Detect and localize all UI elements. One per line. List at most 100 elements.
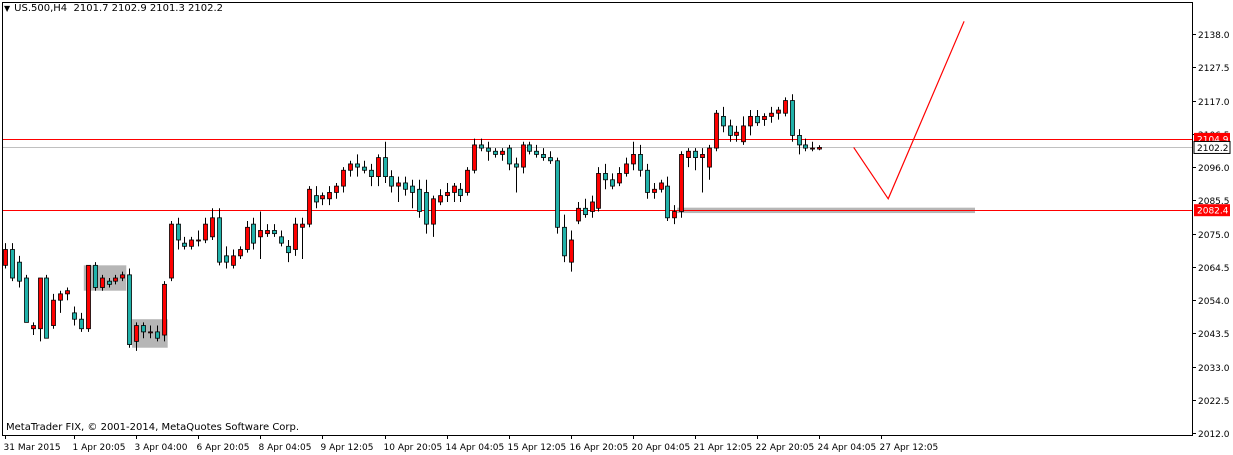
candle-body bbox=[383, 157, 388, 178]
candle bbox=[507, 144, 512, 171]
projection-path bbox=[853, 21, 965, 201]
y-tick-label: 2075.0 bbox=[1198, 231, 1230, 241]
candle-body bbox=[721, 115, 726, 127]
candle-body bbox=[100, 277, 105, 288]
candle bbox=[348, 160, 353, 177]
candle bbox=[465, 167, 470, 196]
candle bbox=[569, 230, 574, 272]
candle-body bbox=[555, 160, 560, 228]
candle bbox=[79, 312, 84, 332]
candle bbox=[728, 119, 733, 142]
x-tick-label: 21 Apr 12:05 bbox=[694, 443, 753, 453]
candle bbox=[672, 205, 677, 225]
symbol-timeframe: US.500,H4 bbox=[14, 3, 68, 14]
candle bbox=[320, 192, 325, 206]
x-tick-label: 10 Apr 20:05 bbox=[384, 443, 443, 453]
candle-body bbox=[169, 223, 174, 279]
candle-body bbox=[817, 147, 822, 150]
candle bbox=[141, 322, 146, 339]
candle-body bbox=[431, 198, 436, 225]
candle-body bbox=[748, 115, 753, 127]
candle-body bbox=[659, 182, 664, 190]
candle bbox=[224, 246, 229, 269]
candle-body bbox=[389, 176, 394, 187]
candle-body bbox=[479, 144, 484, 149]
candle bbox=[86, 264, 91, 332]
candle-body bbox=[396, 182, 401, 187]
candle bbox=[127, 268, 132, 348]
candle bbox=[617, 167, 622, 187]
candle bbox=[714, 110, 719, 152]
candle bbox=[769, 106, 774, 123]
plot-frame bbox=[2, 2, 1193, 436]
candle bbox=[217, 208, 222, 266]
candle bbox=[776, 106, 781, 120]
candle-body bbox=[493, 150, 498, 155]
candle-body bbox=[596, 173, 601, 209]
candle-body bbox=[458, 188, 463, 197]
candle-body bbox=[120, 274, 125, 279]
candle bbox=[245, 220, 250, 253]
candle bbox=[534, 144, 539, 158]
candle bbox=[272, 224, 277, 237]
x-tick-label: 16 Apr 20:05 bbox=[570, 443, 629, 453]
candle bbox=[755, 110, 760, 126]
candle-body bbox=[362, 166, 367, 171]
candle bbox=[265, 224, 270, 237]
candle bbox=[596, 167, 601, 212]
candle bbox=[376, 154, 381, 187]
candle-body bbox=[3, 249, 8, 266]
candle bbox=[583, 198, 588, 218]
candle-body bbox=[355, 163, 360, 168]
candle-body bbox=[631, 154, 636, 165]
candle bbox=[431, 195, 436, 237]
candle-body bbox=[86, 264, 91, 330]
candle-body bbox=[645, 169, 650, 193]
candle bbox=[396, 176, 401, 202]
candle bbox=[3, 243, 8, 269]
candle-body bbox=[803, 144, 808, 149]
candle-body bbox=[134, 325, 139, 342]
candle bbox=[389, 170, 394, 193]
candle bbox=[120, 271, 125, 282]
candle-body bbox=[410, 185, 415, 193]
candle-body bbox=[810, 147, 815, 150]
x-tick-label: 24 Apr 04:05 bbox=[818, 443, 877, 453]
level-tag-2082.4-box bbox=[1194, 204, 1230, 217]
candle bbox=[307, 186, 312, 228]
candle-body bbox=[472, 144, 477, 171]
candle bbox=[169, 220, 174, 282]
dropdown-triangle-icon[interactable]: ▼ bbox=[4, 4, 11, 13]
candle-body bbox=[38, 277, 43, 330]
candle-body bbox=[327, 192, 332, 200]
candle bbox=[203, 217, 208, 244]
candle bbox=[748, 110, 753, 136]
candle bbox=[189, 236, 194, 250]
current-price-tag-box bbox=[1193, 140, 1231, 154]
candle bbox=[458, 182, 463, 202]
level-tag-2104.9-text: 2104.9 bbox=[1197, 135, 1229, 145]
candle bbox=[590, 195, 595, 218]
candle-body bbox=[569, 239, 574, 263]
candle bbox=[700, 148, 705, 193]
candle bbox=[210, 208, 215, 240]
candle-body bbox=[403, 182, 408, 190]
candle bbox=[790, 94, 795, 142]
candle bbox=[410, 179, 415, 209]
y-tick-label: 2117.0 bbox=[1198, 98, 1230, 108]
candle bbox=[51, 293, 56, 329]
candle bbox=[514, 157, 519, 193]
candle bbox=[638, 144, 643, 177]
candle bbox=[707, 144, 712, 180]
candle bbox=[72, 306, 77, 326]
candle-body bbox=[307, 188, 312, 225]
candle bbox=[65, 287, 70, 301]
y-tick-label: 2022.5 bbox=[1198, 397, 1230, 407]
candle bbox=[148, 325, 153, 339]
candle bbox=[693, 148, 698, 171]
candle-body bbox=[514, 163, 519, 168]
candle bbox=[721, 106, 726, 133]
candle bbox=[182, 236, 187, 250]
y-tick-label: 2096.0 bbox=[1198, 164, 1230, 174]
